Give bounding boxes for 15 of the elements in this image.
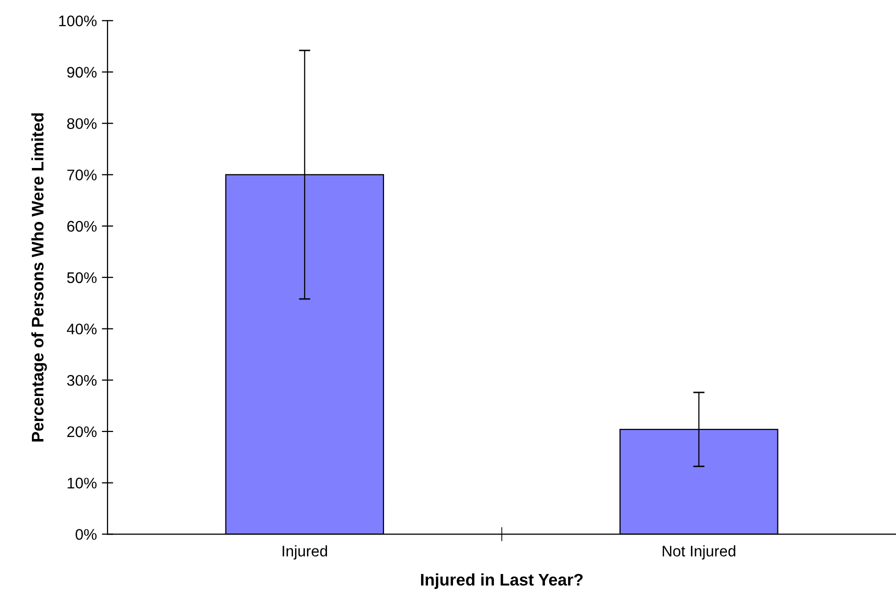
y-tick-label: 50% bbox=[67, 272, 97, 284]
x-tick-label: Not Injured bbox=[662, 545, 736, 560]
y-tick-label: 60% bbox=[67, 220, 97, 232]
x-tick-label: Injured bbox=[282, 545, 328, 560]
y-tick-label: 0% bbox=[76, 529, 97, 540]
y-axis-title: Percentage of Persons Who Were Limited bbox=[31, 113, 47, 442]
y-tick-label: 40% bbox=[66, 324, 97, 334]
y-tick-label: 70% bbox=[67, 170, 97, 180]
y-tick-label: 20% bbox=[67, 426, 97, 438]
y-tick-label: 30% bbox=[67, 374, 97, 386]
x-axis-title: Injured in Last Year? bbox=[421, 573, 583, 589]
y-tick-label: 100% bbox=[59, 16, 97, 26]
y-tick-label: 10% bbox=[68, 478, 97, 488]
y-tick-label: 90% bbox=[67, 66, 97, 78]
y-tick-label: 80% bbox=[67, 118, 97, 130]
